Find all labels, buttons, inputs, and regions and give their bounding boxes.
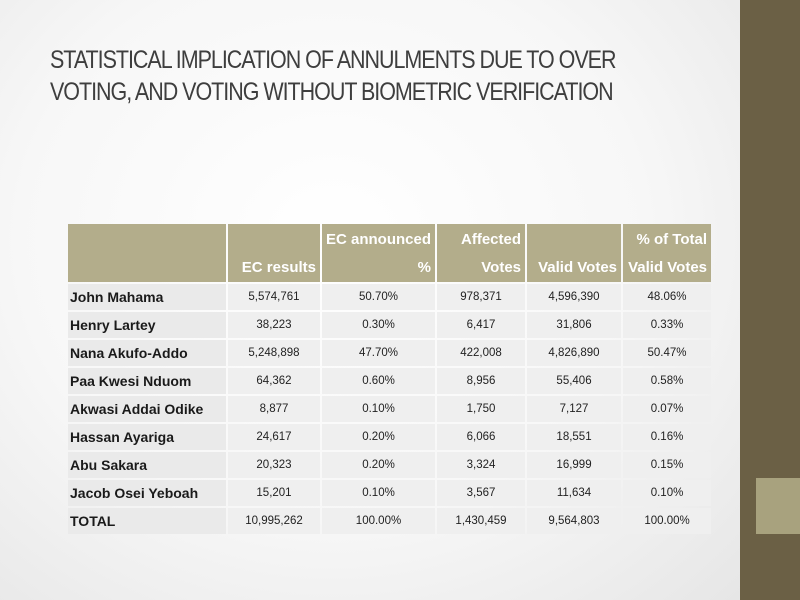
valid-votes-cell: 18,551 xyxy=(527,424,622,450)
valid-votes-cell: 11,634 xyxy=(527,480,622,506)
header-valid-votes: Valid Votes xyxy=(527,224,622,282)
ec-pct-cell: 0.10% xyxy=(322,396,436,422)
ec-pct-cell: 0.10% xyxy=(322,480,436,506)
valid-votes-cell: 4,596,390 xyxy=(527,284,622,310)
candidate-name: TOTAL xyxy=(68,508,226,534)
affected-votes-cell: 6,417 xyxy=(437,312,526,338)
affected-votes-cell: 1,750 xyxy=(437,396,526,422)
pct-valid-cell: 0.10% xyxy=(623,480,712,506)
candidate-name: Paa Kwesi Nduom xyxy=(68,368,226,394)
header-ec-announced: EC announced % xyxy=(322,224,436,282)
valid-votes-cell: 4,826,890 xyxy=(527,340,622,366)
ec-pct-cell: 50.70% xyxy=(322,284,436,310)
title-line-2: VOTING, AND VOTING WITHOUT BIOMETRIC VER… xyxy=(50,78,614,106)
ec-results-cell: 5,248,898 xyxy=(228,340,320,366)
valid-votes-cell: 7,127 xyxy=(527,396,622,422)
table-row: Akwasi Addai Odike 8,877 0.10% 1,750 7,127 0.… xyxy=(68,396,712,422)
affected-votes-cell: 422,008 xyxy=(437,340,526,366)
ec-results-cell: 8,877 xyxy=(228,396,320,422)
affected-votes-cell: 3,567 xyxy=(437,480,526,506)
table-row: Nana Akufo-Addo 5,248,898 47.70% 422,008 4,8… xyxy=(68,340,712,366)
table-row: Henry Lartey 38,223 0.30% 6,417 31,806 0.33% xyxy=(68,312,712,338)
candidate-name: Abu Sakara xyxy=(68,452,226,478)
affected-votes-cell: 1,430,459 xyxy=(437,508,526,534)
affected-votes-cell: 8,956 xyxy=(437,368,526,394)
table-row: Paa Kwesi Nduom 64,362 0.60% 8,956 55,406 0.5… xyxy=(68,368,712,394)
affected-votes-cell: 978,371 xyxy=(437,284,526,310)
ec-results-cell: 5,574,761 xyxy=(228,284,320,310)
results-table: EC results EC announced % Affected Votes… xyxy=(66,222,713,536)
valid-votes-cell: 31,806 xyxy=(527,312,622,338)
pct-valid-cell: 100.00% xyxy=(623,508,712,534)
ec-results-cell: 10,995,262 xyxy=(228,508,320,534)
title-line-1: STATISTICAL IMPLICATION OF ANNULMENTS DU… xyxy=(50,46,616,74)
ec-results-cell: 20,323 xyxy=(228,452,320,478)
candidate-name: Jacob Osei Yeboah xyxy=(68,480,226,506)
ec-pct-cell: 0.30% xyxy=(322,312,436,338)
header-blank xyxy=(68,224,226,282)
slide: STATISTICAL IMPLICATION OF ANNULMENTS DU… xyxy=(0,0,740,600)
affected-votes-cell: 3,324 xyxy=(437,452,526,478)
affected-votes-cell: 6,066 xyxy=(437,424,526,450)
pct-valid-cell: 0.16% xyxy=(623,424,712,450)
slide-title: STATISTICAL IMPLICATION OF ANNULMENTS DU… xyxy=(50,44,626,108)
table-row: Hassan Ayariga 24,617 0.20% 6,066 18,551 0.16… xyxy=(68,424,712,450)
ec-results-cell: 15,201 xyxy=(228,480,320,506)
ec-results-cell: 64,362 xyxy=(228,368,320,394)
pct-valid-cell: 0.15% xyxy=(623,452,712,478)
pct-valid-cell: 50.47% xyxy=(623,340,712,366)
candidate-name: Henry Lartey xyxy=(68,312,226,338)
candidate-name: John Mahama xyxy=(68,284,226,310)
header-affected-votes: Affected Votes xyxy=(437,224,526,282)
valid-votes-cell: 9,564,803 xyxy=(527,508,622,534)
ec-results-cell: 24,617 xyxy=(228,424,320,450)
ec-pct-cell: 0.20% xyxy=(322,424,436,450)
side-band-accent xyxy=(756,478,800,534)
ec-pct-cell: 0.20% xyxy=(322,452,436,478)
valid-votes-cell: 55,406 xyxy=(527,368,622,394)
candidate-name: Nana Akufo-Addo xyxy=(68,340,226,366)
ec-results-cell: 38,223 xyxy=(228,312,320,338)
header-ec-results: EC results xyxy=(228,224,320,282)
table-row: Jacob Osei Yeboah 15,201 0.10% 3,567 11,634 0… xyxy=(68,480,712,506)
pct-valid-cell: 0.33% xyxy=(623,312,712,338)
table-row: John Mahama 5,574,761 50.70% 978,371 4,596,3… xyxy=(68,284,712,310)
candidate-name: Hassan Ayariga xyxy=(68,424,226,450)
pct-valid-cell: 48.06% xyxy=(623,284,712,310)
pct-valid-cell: 0.58% xyxy=(623,368,712,394)
header-pct-total-valid: % of Total Valid Votes xyxy=(623,224,712,282)
total-row: TOTAL 10,995,262 100.00% 1,430,459 9,564,803… xyxy=(68,508,712,534)
table-header-row: EC results EC announced % Affected Votes… xyxy=(68,224,712,282)
ec-pct-cell: 0.60% xyxy=(322,368,436,394)
valid-votes-cell: 16,999 xyxy=(527,452,622,478)
ec-pct-cell: 100.00% xyxy=(322,508,436,534)
candidate-name: Akwasi Addai Odike xyxy=(68,396,226,422)
pct-valid-cell: 0.07% xyxy=(623,396,712,422)
table-row: Abu Sakara 20,323 0.20% 3,324 16,999 0.15% xyxy=(68,452,712,478)
ec-pct-cell: 47.70% xyxy=(322,340,436,366)
